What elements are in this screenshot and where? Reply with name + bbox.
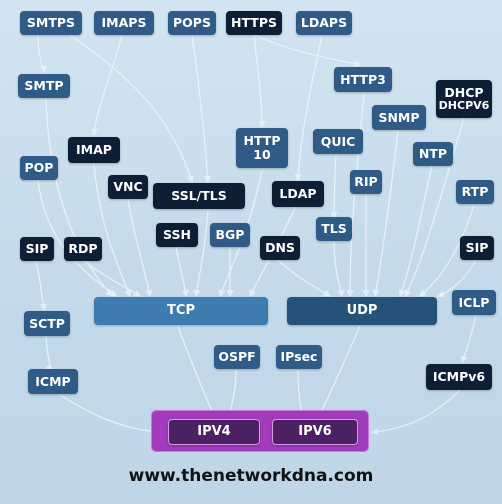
- icmpv6-box: ICMPv6: [426, 364, 492, 390]
- ldaps-box: LDAPS: [296, 11, 352, 35]
- tcp-bar: TCP: [94, 297, 268, 325]
- vnc-box: VNC: [108, 175, 148, 199]
- iclp-box: ICLP: [452, 290, 496, 315]
- tls-box: TLS: [316, 217, 352, 241]
- ipv6-box: IPV6: [272, 419, 358, 445]
- http3-box: HTTP3: [334, 67, 392, 92]
- sip-left-box: SIP: [20, 237, 54, 261]
- ospf-box: OSPF: [214, 345, 260, 369]
- ntp-box: NTP: [413, 142, 453, 166]
- bgp-box: BGP: [210, 223, 250, 247]
- sctp-box: SCTP: [24, 311, 70, 336]
- pops-box: POPS: [168, 11, 216, 35]
- rdp-box: RDP: [64, 237, 102, 261]
- http10-label-line1: HTTP: [243, 133, 281, 149]
- ipv4-box: IPV4: [168, 419, 260, 445]
- http10-label-line2: 10: [253, 147, 271, 162]
- ldap-box: LDAP: [272, 181, 324, 207]
- icmp-box: ICMP: [28, 369, 78, 394]
- imap-box: IMAP: [68, 137, 120, 163]
- sip-right-box: SIP: [460, 236, 494, 260]
- rtp-box: RTP: [456, 180, 494, 204]
- ipsec-box: IPsec: [276, 345, 322, 369]
- snmp-box: SNMP: [372, 105, 426, 130]
- dhcp-box: DHCP DHCPV6: [436, 80, 492, 118]
- https-box: HTTPS: [226, 11, 282, 35]
- udp-bar: UDP: [287, 297, 437, 325]
- http10-box: HTTP 10: [236, 128, 288, 168]
- dhcp-label: DHCP: [444, 85, 484, 101]
- pop-box: POP: [20, 156, 58, 180]
- footer-url: www.thenetworkdna.com: [128, 466, 374, 486]
- smtps-box: SMTPS: [20, 11, 82, 35]
- ssl-tls-box: SSL/TLS: [153, 183, 245, 209]
- dhcpv6-label: DHCPV6: [438, 98, 490, 112]
- ssh-box: SSH: [156, 223, 198, 247]
- dns-box: DNS: [260, 236, 300, 260]
- smtp-box: SMTP: [18, 74, 70, 98]
- imaps-box: IMAPS: [94, 11, 154, 35]
- rip-box: RIP: [350, 170, 382, 194]
- quic-box: QUIC: [313, 129, 363, 154]
